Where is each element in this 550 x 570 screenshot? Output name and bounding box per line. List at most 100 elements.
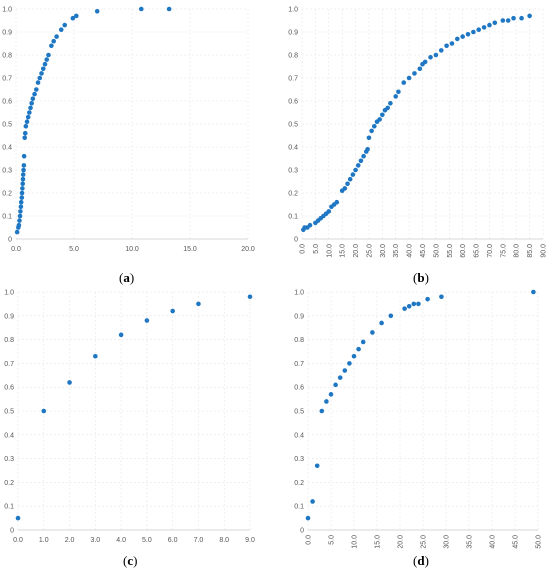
chart-d-point — [416, 301, 421, 307]
chart-c-xtick-label: 9.0 — [245, 537, 255, 544]
chart-b-xtick-label: 10.0 — [326, 244, 333, 258]
chart-a-ytick-label: 0.9 — [2, 30, 12, 37]
chart-b-xtick-label: 65.0 — [474, 244, 481, 258]
chart-a-point — [18, 204, 24, 210]
chart-c-ytick-label: 0.9 — [4, 313, 14, 320]
chart-b-point — [388, 101, 393, 106]
chart-c-xtick-label: 1.0 — [39, 537, 49, 544]
chart-d-xtick-label: 40.0 — [490, 535, 497, 549]
chart-a-ytick-label: 1.0 — [2, 7, 12, 14]
chart-c-xtick-label: 4.0 — [116, 537, 126, 544]
chart-a-xtick-label: 0.0 — [11, 246, 21, 253]
chart-b-xtick-label: 60.0 — [460, 244, 467, 258]
chart-b-point — [345, 181, 350, 187]
chart-d-xtick-label: 0.0 — [306, 535, 313, 545]
chart-b-point — [396, 89, 401, 95]
chart-b-point — [505, 18, 511, 23]
chart-d-ytick-label: 0.8 — [294, 337, 304, 344]
chart-b-ytick-label: 0.7 — [288, 76, 298, 83]
chart-a-point — [94, 9, 100, 14]
chart-b-ytick-label: 0.2 — [288, 191, 298, 198]
caption-c: (c) — [123, 553, 137, 569]
chart-b-xtick-label: 5.0 — [313, 244, 320, 254]
chart-a-point — [49, 43, 54, 49]
chart-d-point — [411, 301, 417, 307]
chart-a-point — [20, 172, 26, 177]
chart-a-point — [32, 91, 37, 97]
chart-b-ytick-label: 0.4 — [288, 145, 298, 152]
chart-b-point — [455, 36, 460, 42]
caption-d-pre: ( — [413, 553, 418, 568]
chart-d-ytick-label: 0.7 — [294, 361, 304, 368]
chart-c-point — [15, 515, 21, 521]
chart-a-ytick-label: 0.7 — [2, 76, 12, 83]
chart-c-ytick-label: 0 — [10, 528, 14, 535]
chart-b-point — [350, 172, 356, 177]
chart-d-point — [337, 375, 343, 380]
chart-d-ytick-label: 0.3 — [294, 456, 304, 463]
chart-b-xtick-label: 70.0 — [487, 244, 494, 258]
chart-b-point — [438, 48, 444, 53]
chart-b-point — [481, 25, 487, 30]
chart-a-point — [70, 15, 76, 21]
chart-b-point — [342, 186, 348, 191]
chart-b-xtick-label: 30.0 — [380, 244, 387, 258]
chart-b-point — [465, 32, 471, 37]
chart-c-point — [93, 353, 98, 359]
chart-b-ytick-label: 0 — [294, 237, 298, 244]
chart-b-point — [366, 135, 372, 141]
chart-d-ytick-label: 0.4 — [294, 432, 304, 439]
chart-d-xtick-label: 20.0 — [398, 535, 405, 549]
chart-b-xtick-label: 55.0 — [447, 244, 454, 258]
chart-c-point — [144, 318, 150, 323]
chart-b-point — [487, 22, 492, 28]
chart-b-point — [433, 52, 439, 58]
chart-b-point — [377, 117, 382, 122]
chart-b-point — [444, 43, 449, 49]
caption-d: (d) — [413, 553, 429, 569]
chart-d-point — [310, 499, 315, 504]
chart-a-ytick-label: 0.8 — [2, 53, 12, 60]
caption-c-letter: c — [127, 553, 134, 568]
chart-a-xtick-label: 5.0 — [69, 246, 79, 253]
chart-b-point — [412, 71, 417, 76]
chart-d-point — [342, 368, 348, 373]
chart-a-point — [44, 57, 50, 62]
chart-b-point — [449, 41, 455, 46]
chart-d-ytick-label: 0.9 — [294, 313, 304, 320]
chart-b-xtick-label: 50.0 — [433, 244, 440, 258]
chart-a-point — [46, 52, 51, 58]
chart-b-point — [492, 20, 498, 26]
chart-a-point — [39, 71, 44, 76]
chart-c-point — [196, 301, 201, 307]
chart-d-point — [360, 339, 366, 345]
chart-d-ytick-label: 1.0 — [294, 290, 304, 297]
chart-a-point — [20, 176, 26, 182]
chart-b-point — [355, 163, 361, 168]
chart-b-point — [500, 18, 506, 23]
chart-c-point — [118, 332, 124, 338]
chart-a-point — [27, 110, 32, 115]
chart-a-point — [20, 181, 26, 187]
chart-d-point — [388, 313, 394, 319]
chart-a-point — [37, 75, 43, 81]
chart-d-point — [305, 515, 311, 521]
chart-b-ytick-label: 0.5 — [288, 122, 298, 129]
chart-d-point — [319, 408, 325, 414]
chart-a-point — [24, 119, 30, 124]
chart-d-xtick-label: 35.0 — [467, 535, 474, 549]
chart-b-point — [511, 15, 516, 21]
chart-a-point — [18, 209, 23, 214]
chart-b-point — [519, 15, 524, 21]
chart-d-point — [333, 382, 338, 388]
chart-b-point — [385, 105, 390, 111]
chart-a-xtick-label: 15.0 — [183, 246, 197, 253]
caption-b-letter: b — [417, 270, 425, 285]
chart-a-ytick-label: 0.6 — [2, 99, 12, 106]
chart-d-point — [379, 320, 384, 326]
chart-d-point — [328, 392, 334, 397]
chart-c-xtick-label: 3.0 — [90, 537, 100, 544]
chart-b-xtick-label: 75.0 — [500, 244, 507, 258]
